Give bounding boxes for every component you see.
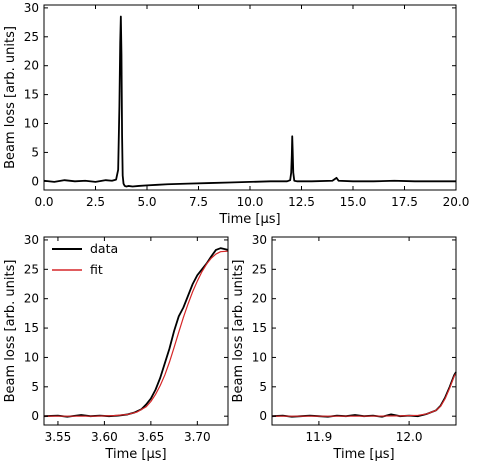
y-tick-label: 10 [252, 350, 267, 364]
y-tick-label: 25 [252, 262, 267, 276]
y-axis-label: Beam loss [arb. units] [231, 260, 246, 403]
x-tick-label: 7.5 [189, 195, 208, 209]
y-tick-label: 5 [31, 145, 39, 159]
bottom-left-panel: 3.55 3.60 3.65 3.70 0 5 10 15 20 25 30 Time [μs] Bea… [3, 233, 229, 462]
y-tick-label: 30 [252, 233, 267, 247]
y-tick-label: 5 [31, 380, 39, 394]
y-tick-label: 10 [24, 350, 39, 364]
y-tick-label: 5 [259, 380, 267, 394]
x-tick-label: 3.70 [184, 430, 211, 444]
x-tick-label: 20.0 [443, 195, 470, 209]
y-tick-label: 0 [31, 174, 39, 188]
series-line-data [271, 371, 457, 418]
x-tick-label: 5.0 [137, 195, 156, 209]
x-tick-label: 3.55 [45, 430, 72, 444]
top-panel: 0.0 2.5 5.0 7.5 10.0 12.5 15.0 17.5 20.0 0 5 10 15 20… [3, 1, 469, 227]
legend-label-fit: fit [90, 262, 103, 277]
axes-frame [271, 236, 457, 426]
y-tick-label: 15 [252, 321, 267, 335]
x-tick-label: 12.5 [288, 195, 315, 209]
y-tick-label: 30 [24, 1, 39, 15]
bottom-right-panel: 11.9 12.0 0 5 10 15 20 25 30 Time [μs] Beam loss [… [231, 233, 457, 462]
y-tick-label: 20 [252, 292, 267, 306]
y-tick-label: 0 [31, 409, 39, 423]
x-tick-label: 10.0 [237, 195, 264, 209]
series-line-data [43, 247, 229, 418]
legend-label-data: data [90, 241, 118, 256]
series-line-fit [272, 372, 457, 417]
y-tick-label: 0 [259, 409, 267, 423]
y-axis-label: Beam loss [arb. units] [3, 260, 18, 403]
x-tick-label: 11.9 [306, 430, 333, 444]
series-line-fit [44, 250, 229, 417]
y-tick-label: 30 [24, 233, 39, 247]
y-tick-label: 25 [24, 262, 39, 276]
x-tick-label: 2.5 [86, 195, 105, 209]
y-tick-label: 20 [24, 59, 39, 73]
x-tick-label: 12.0 [396, 430, 423, 444]
y-tick-label: 25 [24, 30, 39, 44]
x-tick-label: 0.0 [34, 195, 53, 209]
y-tick-label: 20 [24, 292, 39, 306]
y-tick-label: 15 [24, 321, 39, 335]
x-tick-label: 15.0 [340, 195, 367, 209]
y-tick-label: 10 [24, 117, 39, 131]
x-axis-label: Time [μs] [218, 212, 280, 227]
x-axis-label: Time [μs] [104, 447, 166, 462]
series-line-signal [43, 15, 456, 188]
x-tick-label: 3.65 [138, 430, 165, 444]
y-axis-label: Beam loss [arb. units] [3, 26, 18, 169]
x-tick-label: 3.60 [91, 430, 118, 444]
axes-frame [43, 4, 457, 191]
y-tick-label: 15 [24, 88, 39, 102]
x-tick-label: 17.5 [391, 195, 418, 209]
axes-frame [43, 236, 229, 426]
x-axis-label: Time [μs] [332, 447, 394, 462]
